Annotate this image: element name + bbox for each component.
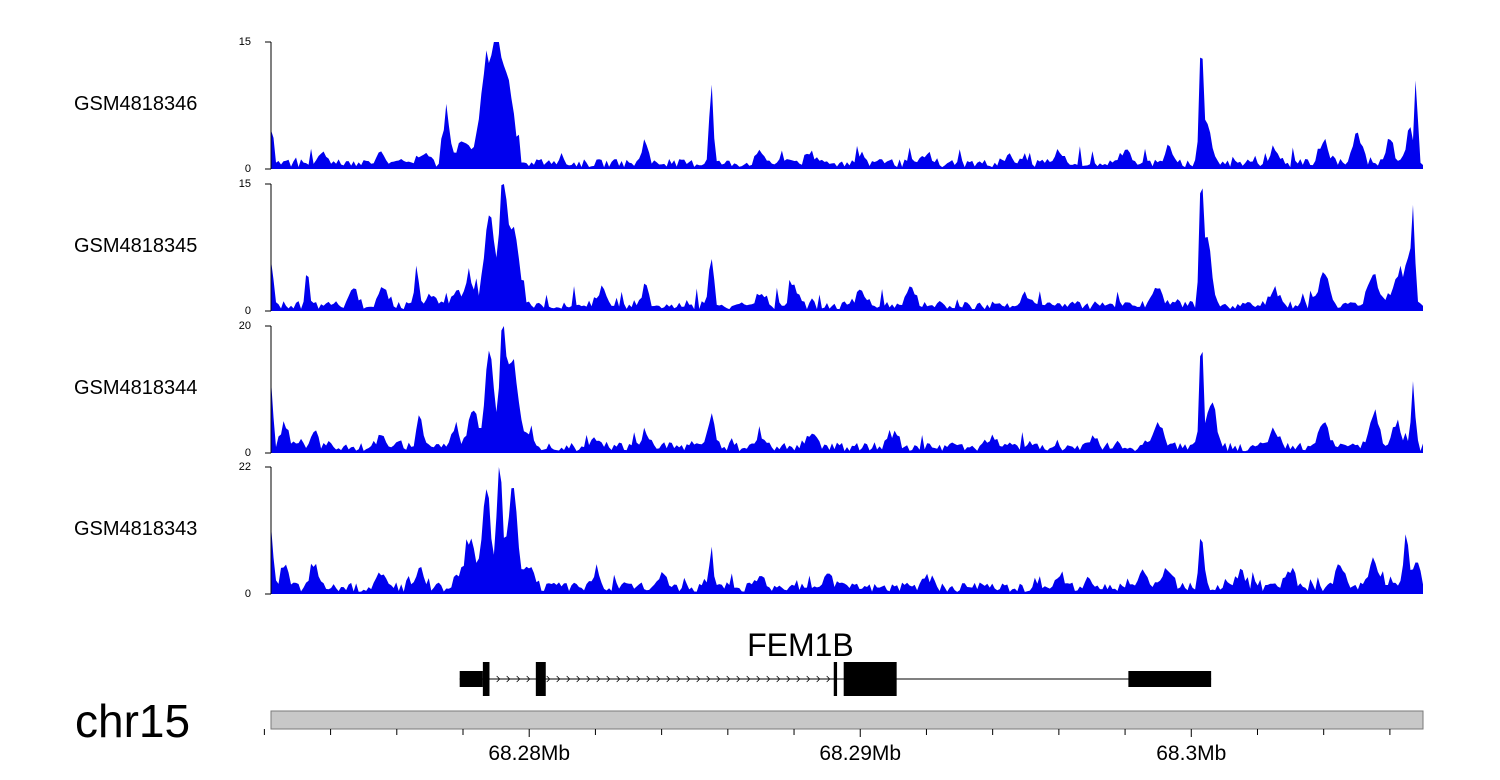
track-label: GSM4818344 xyxy=(74,377,197,399)
y-tick-label-max: 15 xyxy=(239,178,251,190)
chevron xyxy=(796,675,801,683)
chevron xyxy=(606,675,611,683)
chevron xyxy=(506,675,511,683)
chevron xyxy=(746,675,751,683)
chevron xyxy=(726,675,731,683)
chevron xyxy=(576,675,581,683)
y-tick-label-max: 22 xyxy=(239,461,251,473)
chevron xyxy=(656,675,661,683)
chevron xyxy=(666,675,671,683)
chevron xyxy=(566,675,571,683)
chevron xyxy=(596,675,601,683)
gene-utr-0 xyxy=(459,671,483,687)
chevron xyxy=(636,675,641,683)
chevron xyxy=(706,675,711,683)
chevron xyxy=(496,675,501,683)
chevron xyxy=(736,675,741,683)
signal-tracks: 150GSM4818346150GSM4818345200GSM48183442… xyxy=(74,36,1423,600)
chevron xyxy=(786,675,791,683)
chevron xyxy=(526,675,531,683)
signal-area xyxy=(271,184,1423,311)
y-tick-label-max: 15 xyxy=(239,36,251,48)
track-label: GSM4818345 xyxy=(74,235,197,257)
x-tick-label: 68.28Mb xyxy=(488,742,570,765)
genome-axis: 68.28Mb 68.29Mb 68.3Mb xyxy=(263,729,1391,765)
chevron xyxy=(646,675,651,683)
y-tick-label-zero: 0 xyxy=(245,447,251,459)
gene-annotation-track: FEM1B xyxy=(459,627,1212,696)
chevron xyxy=(716,675,721,683)
chevron xyxy=(806,675,811,683)
chevron xyxy=(756,675,761,683)
gene-exon-1 xyxy=(535,662,546,696)
chevron xyxy=(696,675,701,683)
track-label: GSM4818346 xyxy=(74,93,197,115)
chevron xyxy=(826,675,831,683)
track-gsm4818345: 15 0 GSM4818345 xyxy=(74,178,1423,317)
chevron xyxy=(516,675,521,683)
chevron xyxy=(816,675,821,683)
gene-utr-1 xyxy=(1128,671,1212,687)
y-tick-label-zero: 0 xyxy=(245,588,251,600)
gene-name-label: FEM1B xyxy=(747,627,854,663)
track-gsm4818343: 22 0 GSM4818343 xyxy=(74,461,1423,600)
signal-area xyxy=(271,467,1423,594)
chevron xyxy=(766,675,771,683)
chevron xyxy=(626,675,631,683)
chevron xyxy=(686,675,691,683)
track-label: GSM4818343 xyxy=(74,518,197,540)
y-tick-label-zero: 0 xyxy=(245,305,251,317)
gene-exon-3 xyxy=(843,662,897,696)
y-tick-label-zero: 0 xyxy=(245,163,251,175)
chevron xyxy=(556,675,561,683)
chromosome-label: chr15 xyxy=(75,695,190,747)
signal-area xyxy=(271,326,1423,453)
chevron xyxy=(616,675,621,683)
x-tick-label: 68.3Mb xyxy=(1156,742,1226,765)
signal-area xyxy=(271,42,1423,169)
chevron xyxy=(546,675,551,683)
chevron xyxy=(676,675,681,683)
chevron xyxy=(586,675,591,683)
gene-exon-2 xyxy=(833,662,838,696)
chevron xyxy=(776,675,781,683)
track-gsm4818344: 20 0 GSM4818344 xyxy=(74,320,1423,459)
gene-exon-0 xyxy=(482,662,490,696)
track-gsm4818346: 15 0 GSM4818346 xyxy=(74,36,1423,175)
y-tick-label-max: 20 xyxy=(239,320,251,332)
ideogram-track: chr15 xyxy=(75,695,1424,747)
chromosome-band xyxy=(270,710,1424,730)
x-tick-label: 68.29Mb xyxy=(819,742,901,765)
